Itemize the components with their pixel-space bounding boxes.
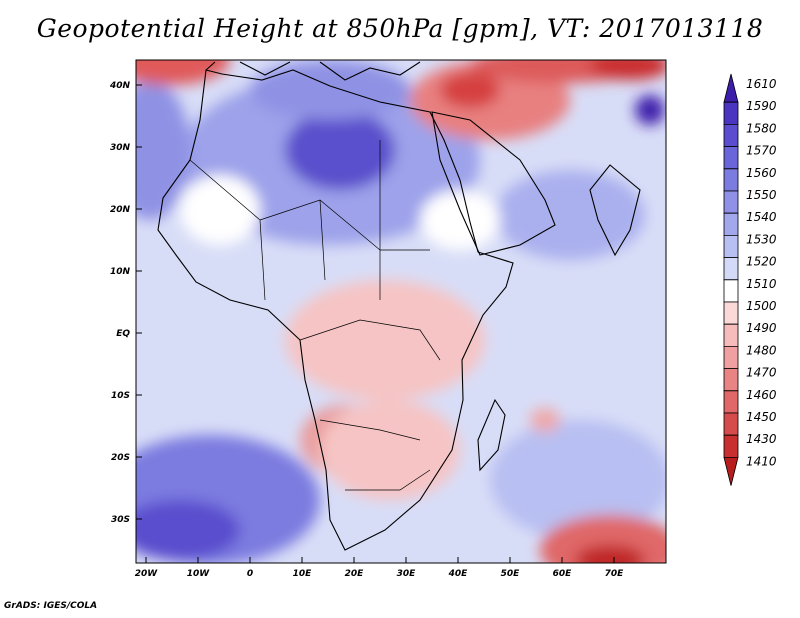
colorbar-label: 1500	[746, 299, 777, 313]
lat-label: 20N	[110, 205, 131, 215]
colorbar-swatch	[723, 101, 739, 125]
colorbar-label: 1410	[746, 454, 777, 468]
lon-label: 70E	[605, 569, 625, 579]
colorbar-label: 1490	[746, 321, 777, 335]
colorbar-label: 1450	[746, 410, 777, 424]
lon-label: 30E	[397, 569, 417, 579]
colorbar-label: 1480	[746, 343, 777, 357]
lon-label: 20W	[135, 569, 159, 579]
lat-label: 10N	[110, 267, 131, 277]
lon-label: 10W	[187, 569, 211, 579]
colorbar-swatch	[723, 457, 739, 486]
lat-label: 30N	[110, 143, 131, 153]
lon-label: 40E	[448, 569, 469, 579]
lat-label: 30S	[111, 515, 130, 525]
colorbar-label: 1560	[746, 166, 777, 180]
colorbar-label: 1610	[746, 77, 777, 91]
colorbar-label: 1550	[746, 188, 777, 202]
colorbar-swatch	[723, 146, 739, 170]
map-title: Geopotential Height at 850hPa [gpm], VT:…	[36, 14, 764, 43]
colorbar-swatch	[723, 346, 739, 369]
longitude-axis: 20W 10W 0 10E 20E 30E 40E 50E 60E 70E	[135, 557, 624, 579]
colorbar: 1610 1590 1580 1570 1560 1550 1540 1530 1520 1510…	[723, 73, 777, 486]
borders	[189, 140, 441, 491]
colorbar-label: 1430	[746, 432, 777, 446]
lon-label: 10E	[293, 569, 313, 579]
coastlines	[157, 61, 641, 551]
colorbar-label: 1570	[746, 144, 777, 158]
colorbar-swatch	[723, 412, 739, 436]
lon-label: 20E	[345, 569, 365, 579]
lon-label: 0	[247, 569, 253, 579]
lon-label: 50E	[501, 569, 521, 579]
colorbar-label: 1510	[746, 277, 777, 291]
colorbar-swatch	[723, 434, 739, 458]
lat-label: EQ	[116, 329, 130, 339]
colorbar-swatch	[723, 190, 739, 214]
colorbar-label: 1580	[746, 121, 777, 135]
colorbar-label: 1460	[746, 388, 777, 402]
latitude-axis: 40N 30N 20N 10N EQ 10S 20S 30S	[109, 81, 142, 525]
lat-label: 40N	[109, 81, 131, 91]
colorbar-swatch	[723, 323, 739, 347]
colorbar-label: 1470	[746, 366, 777, 380]
colorbar-label: 1590	[746, 99, 777, 113]
height-field	[136, 60, 666, 563]
lat-label: 10S	[111, 391, 130, 401]
colorbar-swatch	[723, 73, 739, 103]
colorbar-swatch	[723, 257, 739, 281]
colorbar-label: 1530	[746, 232, 777, 246]
colorbar-label: 1520	[746, 255, 777, 269]
colorbar-label: 1540	[746, 210, 777, 224]
plot-frame	[135, 59, 667, 564]
colorbar-swatch	[723, 124, 739, 147]
colorbar-swatch	[723, 301, 739, 325]
colorbar-swatch	[723, 390, 739, 414]
colorbar-swatch	[723, 279, 739, 303]
colorbar-swatch	[723, 168, 739, 192]
colorbar-swatch	[723, 235, 739, 258]
lat-label: 20S	[111, 453, 130, 463]
lon-label: 60E	[553, 569, 573, 579]
colorbar-swatch	[723, 212, 739, 236]
footer-credit: GrADS: IGES/COLA	[4, 601, 98, 611]
colorbar-swatch	[723, 368, 739, 392]
